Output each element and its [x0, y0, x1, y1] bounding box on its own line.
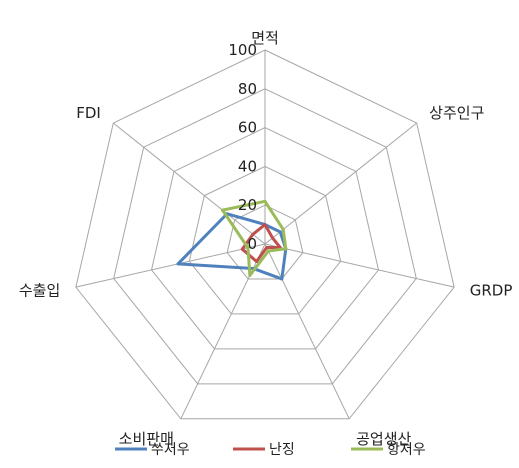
spoke-4	[264, 243, 350, 420]
tick-label-20: 20	[238, 196, 257, 214]
axis-label-3: GRDP	[470, 282, 513, 300]
series-3-point-3	[284, 247, 288, 251]
series-2-point-2	[271, 236, 275, 240]
tick-label-100: 100	[228, 41, 257, 59]
series-line-3	[221, 199, 288, 277]
legend-label-2: 난징	[269, 442, 295, 458]
series-2-point-4	[265, 245, 269, 249]
grid-ring-40	[188, 165, 342, 315]
series-3-point-4	[266, 249, 270, 253]
series-2-point-6	[240, 247, 244, 251]
spoke-6	[75, 243, 266, 288]
axis-label-4: 공업생산	[356, 430, 411, 448]
tick-label-0: 0	[247, 235, 257, 253]
series-2-point-1	[263, 223, 267, 227]
tick-label-60: 60	[238, 119, 257, 137]
axis-label-6: 수출입	[19, 282, 60, 300]
series-1-point-6	[176, 262, 180, 266]
series-3-point-7	[221, 208, 225, 212]
legend: 쑤저우 난징 항저우	[115, 442, 426, 458]
axis-label-7: FDI	[76, 104, 101, 122]
series-layer	[176, 199, 288, 281]
axis-label-2: 상주인구	[429, 104, 484, 122]
grid-ring-80	[113, 88, 417, 385]
tick-label-80: 80	[238, 80, 257, 98]
series-2-point-5	[255, 259, 259, 263]
axis-label-1: 면적	[251, 29, 279, 47]
series-1-point-4	[280, 277, 284, 281]
axis-label-5: 소비판매	[119, 430, 174, 448]
series-2-point-7	[251, 232, 255, 236]
series-3-point-5	[248, 273, 252, 277]
series-line-2	[240, 223, 282, 263]
tick-labels: 0 20 40 60 80 100	[228, 41, 257, 253]
legend-label-3: 항저우	[387, 442, 426, 458]
series-1-point-2	[278, 230, 282, 234]
grid-ring-60	[150, 127, 380, 350]
series-3-point-1	[263, 199, 267, 203]
spoke-2	[264, 122, 417, 245]
legend-label-1: 쑤저우	[151, 442, 190, 458]
spoke-3	[264, 243, 455, 288]
series-3-point-2	[281, 227, 285, 231]
tick-label-40: 40	[238, 157, 257, 175]
grid	[75, 49, 455, 420]
series-3-point-6	[246, 246, 250, 250]
spoke-7	[113, 122, 266, 245]
grid-ring-100	[75, 49, 455, 420]
series-line-1	[176, 212, 288, 281]
